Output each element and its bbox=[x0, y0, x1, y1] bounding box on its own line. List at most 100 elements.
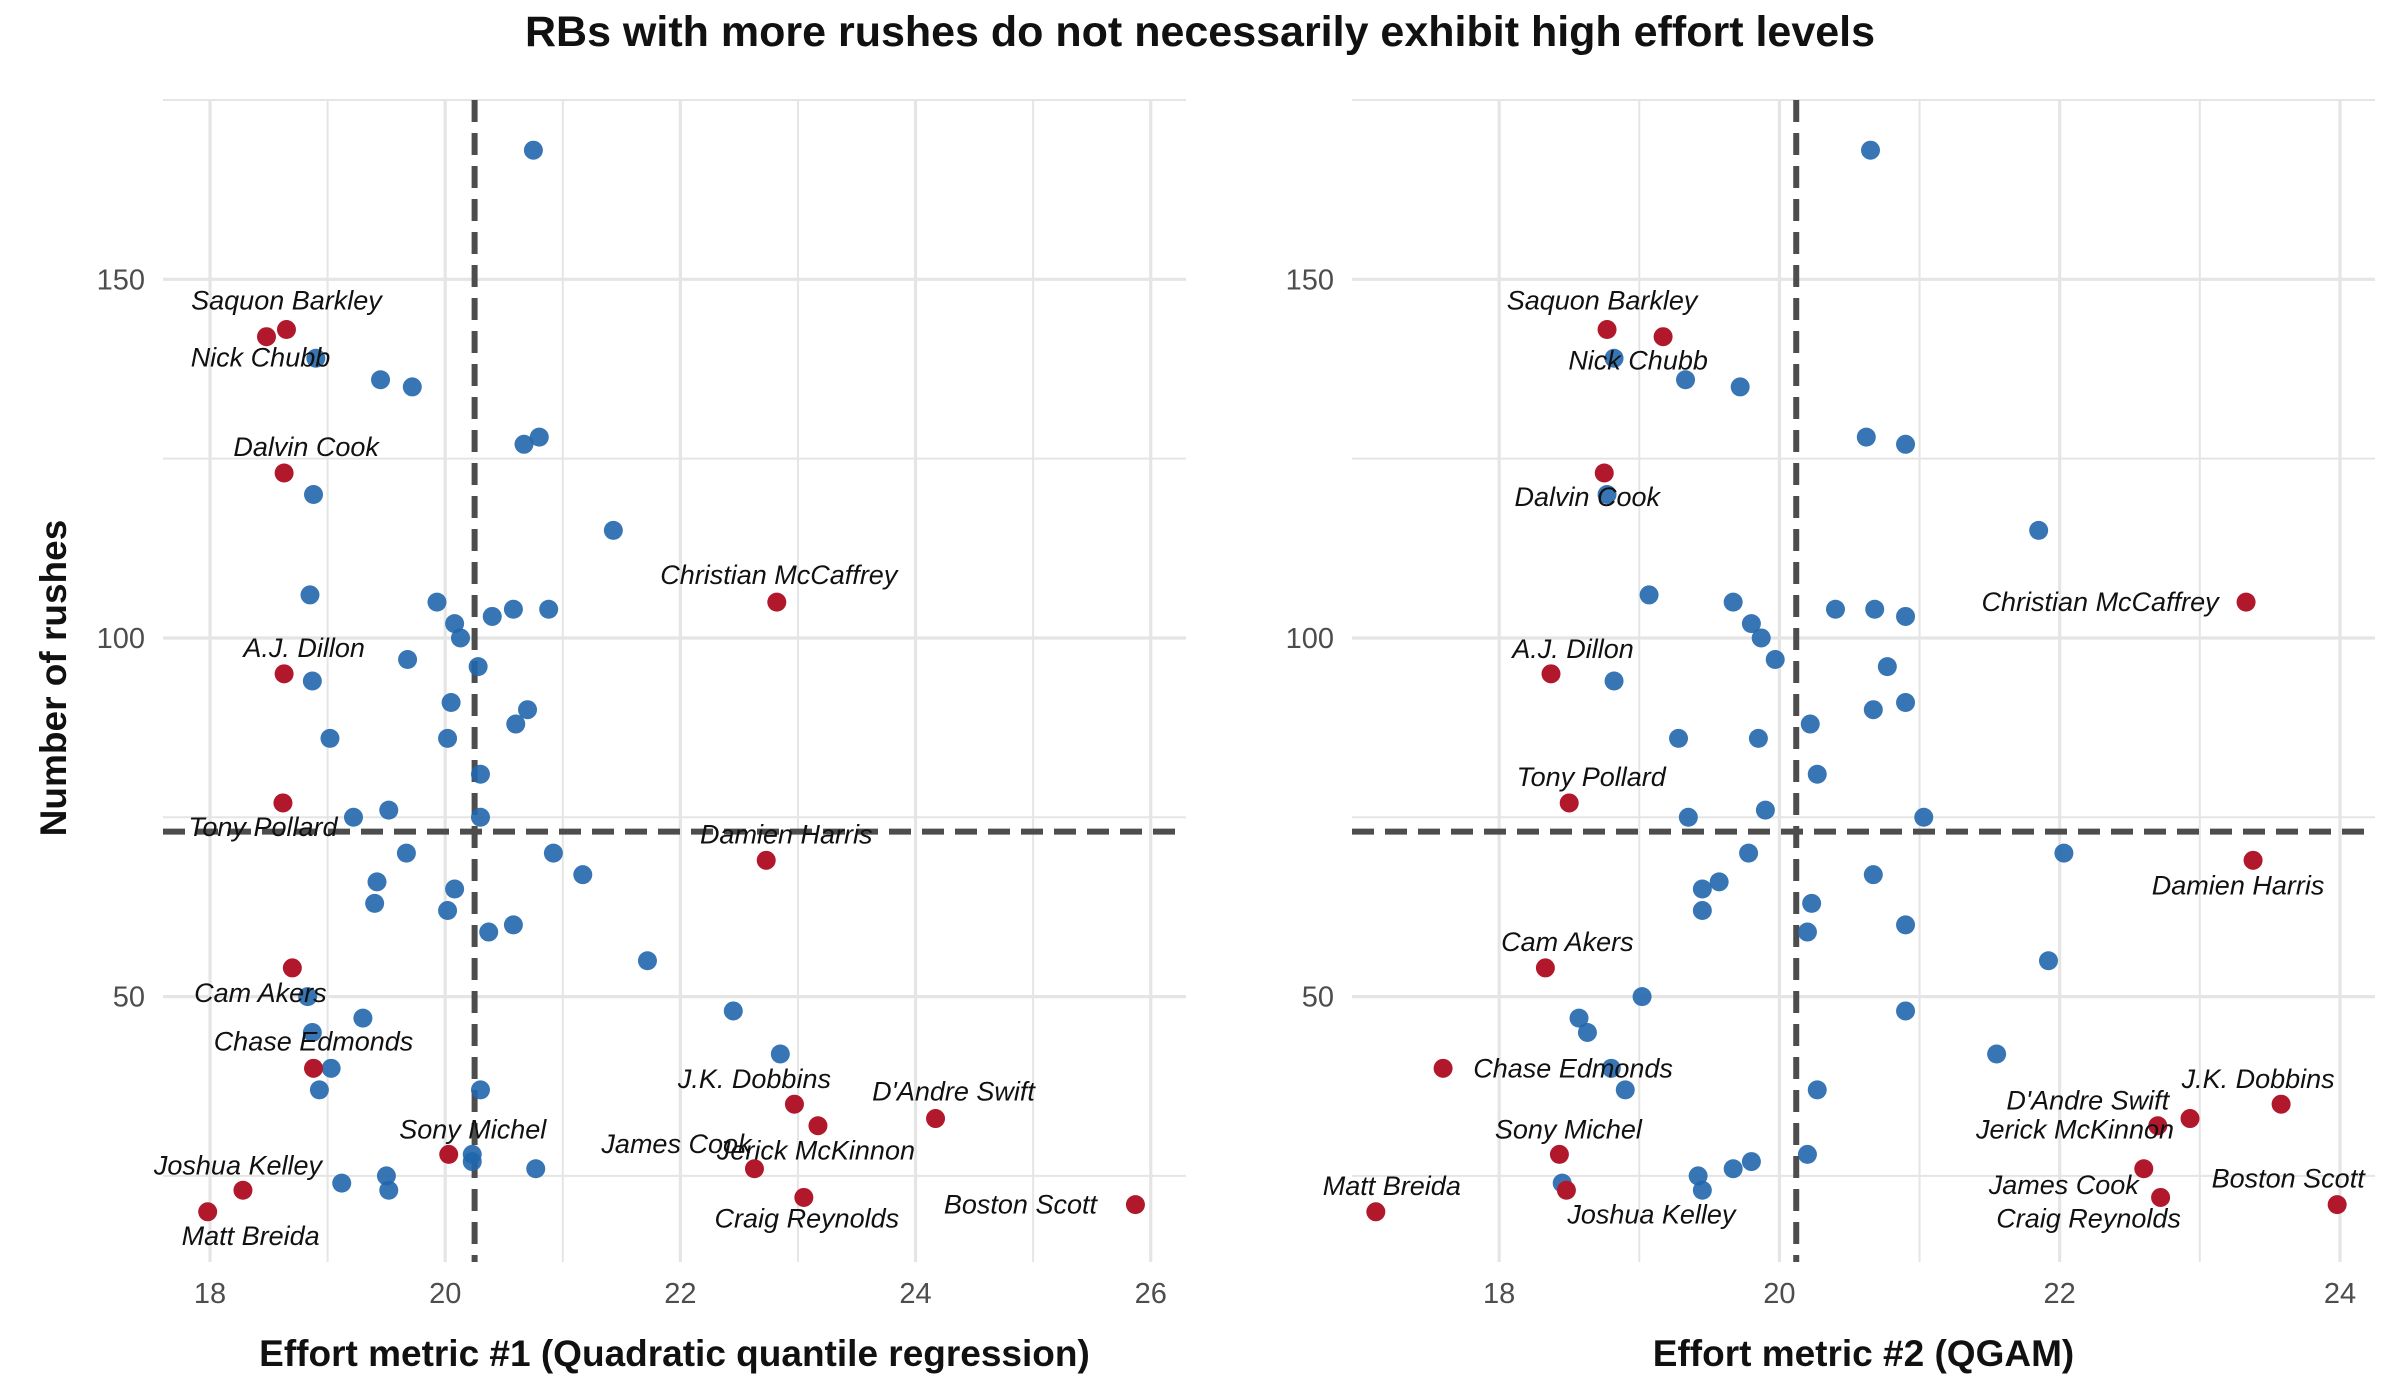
point-label-joshua-kelley: Joshua Kelley bbox=[1566, 1199, 1737, 1229]
highlighted-point-boston-scott bbox=[2327, 1195, 2347, 1215]
x-tick-label: 24 bbox=[2324, 1278, 2356, 1310]
data-point bbox=[1577, 1022, 1597, 1042]
data-point bbox=[470, 764, 490, 784]
point-label-boston-scott: Boston Scott bbox=[944, 1190, 1099, 1220]
point-label-jerick-mckinnon: Jerick McKinnon bbox=[1975, 1115, 2174, 1145]
point-label-christian-mccaffrey: Christian McCaffrey bbox=[1982, 587, 2221, 617]
data-point bbox=[1748, 728, 1768, 748]
data-point bbox=[1797, 1144, 1817, 1164]
data-point bbox=[1863, 865, 1883, 885]
point-label-chase-edmonds: Chase Edmonds bbox=[214, 1026, 414, 1056]
gridlines bbox=[1352, 99, 2375, 1262]
data-point bbox=[637, 951, 657, 971]
point-label-joshua-kelley: Joshua Kelley bbox=[153, 1150, 324, 1180]
highlighted-point-cam-akers bbox=[282, 958, 302, 978]
data-point bbox=[343, 807, 363, 827]
data-point bbox=[518, 700, 538, 720]
data-point bbox=[603, 520, 623, 540]
y-axis-title: Number of rushes bbox=[33, 520, 74, 837]
highlighted-point-cam-akers bbox=[1535, 958, 1555, 978]
x-tick-label: 26 bbox=[1135, 1278, 1167, 1310]
point-label-sony-michel: Sony Michel bbox=[399, 1114, 547, 1144]
point-label-dalvin-cook: Dalvin Cook bbox=[233, 432, 380, 462]
data-point bbox=[1730, 377, 1750, 397]
data-point bbox=[523, 140, 543, 160]
y-tick-label: 150 bbox=[97, 264, 145, 296]
x-axis-title: Effort metric #2 (QGAM) bbox=[1653, 1333, 2074, 1374]
data-point bbox=[1639, 585, 1659, 605]
point-label-damien-harris: Damien Harris bbox=[2152, 870, 2325, 900]
point-label-a-j-dillon: A.J. Dillon bbox=[1510, 634, 1634, 664]
gridlines bbox=[163, 99, 1186, 1262]
data-point bbox=[1723, 592, 1743, 612]
highlighted-point-craig-reynolds bbox=[2151, 1187, 2171, 1207]
data-point bbox=[1569, 1008, 1589, 1028]
x-tick-label: 24 bbox=[899, 1278, 931, 1310]
data-point bbox=[450, 628, 470, 648]
data-point bbox=[1896, 434, 1916, 454]
highlighted-point-j-k-dobbins bbox=[784, 1094, 804, 1114]
highlighted-point-matt-breida bbox=[1366, 1202, 1386, 1222]
data-point bbox=[462, 1152, 482, 1172]
data-point bbox=[398, 649, 418, 669]
highlighted-point-christian-mccaffrey bbox=[767, 592, 787, 612]
highlighted-point-chase-edmonds bbox=[304, 1058, 324, 1078]
data-point bbox=[770, 1044, 790, 1064]
data-point bbox=[1676, 370, 1696, 390]
data-point bbox=[573, 865, 593, 885]
point-label-matt-breida: Matt Breida bbox=[1323, 1171, 1461, 1201]
highlighted-point-jerick-mckinnon bbox=[2180, 1109, 2200, 1129]
y-tick-label: 100 bbox=[1286, 623, 1334, 655]
highlighted-point-craig-reynolds bbox=[794, 1187, 814, 1207]
highlighted-point-d-andre-swift bbox=[926, 1109, 946, 1129]
data-point bbox=[2029, 520, 2049, 540]
data-point bbox=[526, 1159, 546, 1179]
data-point bbox=[304, 485, 324, 505]
data-point bbox=[1807, 1080, 1827, 1100]
data-point bbox=[427, 592, 447, 612]
point-label-craig-reynolds: Craig Reynolds bbox=[1996, 1203, 2181, 1233]
data-point bbox=[1800, 714, 1820, 734]
x-axis-title: Effort metric #1 (Quadratic quantile reg… bbox=[259, 1333, 1090, 1374]
highlighted-point-sony-michel bbox=[1549, 1144, 1569, 1164]
data-point bbox=[300, 585, 320, 605]
data-point bbox=[503, 599, 523, 619]
data-point bbox=[1802, 893, 1822, 913]
highlighted-point-nick-chubb bbox=[256, 327, 276, 347]
highlighted-point-nick-chubb bbox=[1653, 327, 1673, 347]
data-point bbox=[543, 843, 563, 863]
data-point bbox=[1669, 728, 1689, 748]
point-label-craig-reynolds: Craig Reynolds bbox=[715, 1203, 900, 1233]
data-point bbox=[1604, 348, 1624, 368]
data-point bbox=[1601, 1058, 1621, 1078]
data-point bbox=[298, 987, 318, 1007]
point-label-boston-scott: Boston Scott bbox=[2212, 1164, 2367, 1194]
point-label-d-andre-swift: D'Andre Swift bbox=[872, 1077, 1036, 1107]
data-point bbox=[1755, 800, 1775, 820]
data-point bbox=[1865, 599, 1885, 619]
y-tick-label: 50 bbox=[113, 982, 145, 1014]
data-point bbox=[1825, 599, 1845, 619]
data-point bbox=[1856, 427, 1876, 447]
y-tick-label: 50 bbox=[1302, 982, 1334, 1014]
point-label-a-j-dillon: A.J. Dillon bbox=[241, 633, 365, 663]
data-point bbox=[1597, 485, 1617, 505]
highlighted-point-james-cook bbox=[744, 1159, 764, 1179]
data-point bbox=[445, 614, 465, 634]
highlighted-point-tony-pollard bbox=[273, 793, 293, 813]
highlighted-point-a-j-dillon bbox=[1541, 664, 1561, 684]
data-point bbox=[2054, 843, 2074, 863]
data-point bbox=[1688, 1166, 1708, 1186]
data-point bbox=[723, 1001, 743, 1021]
data-point bbox=[402, 377, 422, 397]
data-point bbox=[468, 657, 488, 677]
data-point bbox=[1987, 1044, 2007, 1064]
data-point bbox=[514, 434, 534, 454]
data-point bbox=[309, 1080, 329, 1100]
highlighted-point-matt-breida bbox=[198, 1202, 218, 1222]
point-label-dalvin-cook: Dalvin Cook bbox=[1514, 482, 1661, 512]
data-point bbox=[1692, 1180, 1712, 1200]
point-label-j-k-dobbins: J.K. Dobbins bbox=[677, 1064, 831, 1094]
data-point bbox=[1604, 671, 1624, 691]
